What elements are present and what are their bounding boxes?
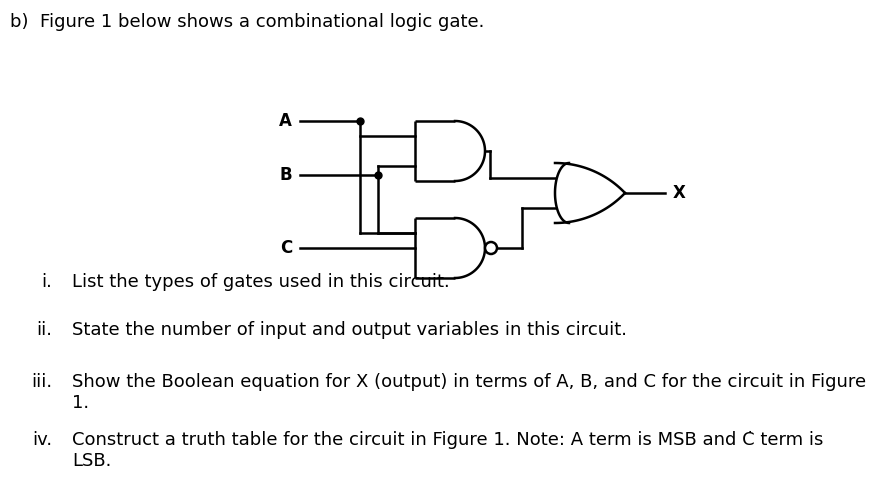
Text: A: A: [279, 112, 292, 130]
Circle shape: [485, 242, 497, 254]
Text: State the number of input and output variables in this circuit.: State the number of input and output var…: [72, 321, 627, 339]
Text: B: B: [279, 166, 292, 184]
Text: X: X: [673, 184, 686, 202]
Text: 1.: 1.: [72, 394, 89, 411]
Text: LSB.: LSB.: [72, 452, 112, 470]
Text: Show the Boolean equation for X (output) in terms of A, B, and C for the circuit: Show the Boolean equation for X (output)…: [72, 373, 866, 391]
Text: List the types of gates used in this circuit.: List the types of gates used in this cir…: [72, 273, 450, 291]
Text: C: C: [280, 239, 292, 257]
Text: iv.: iv.: [32, 431, 52, 449]
Text: b)  Figure 1 below shows a combinational logic gate.: b) Figure 1 below shows a combinational …: [10, 13, 484, 31]
Text: ii.: ii.: [36, 321, 52, 339]
Text: iii.: iii.: [31, 373, 52, 391]
Text: i.: i.: [41, 273, 52, 291]
Text: Construct a truth table for the circuit in Figure 1. Note: A term is MSB and Ċ : Construct a truth table for the circuit …: [72, 431, 823, 449]
